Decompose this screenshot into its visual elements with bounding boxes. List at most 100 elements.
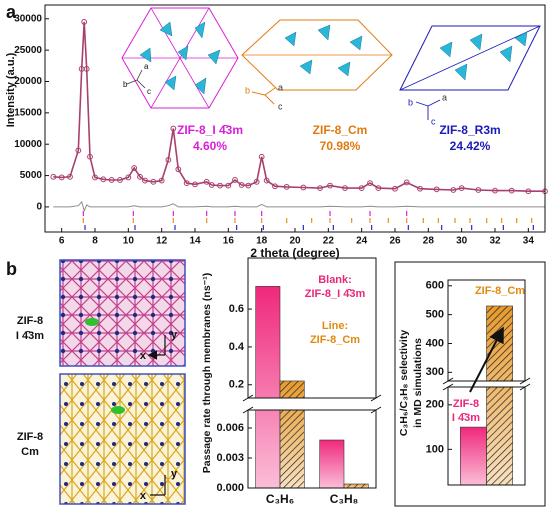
data-point (342, 185, 348, 192)
structure-monoclinic (241, 19, 393, 105)
annotation: ZIF-8_Cm (313, 123, 368, 137)
y-tick-label: 20000 (14, 76, 42, 87)
y-axis-label: Intensity (a.u.) (5, 52, 17, 127)
plot-frame (44, 4, 546, 233)
bar-hatch (344, 484, 369, 488)
x-tick-label: 10 (123, 236, 135, 247)
plot-frame (247, 409, 377, 489)
y-tick-label: 5000 (20, 170, 43, 181)
axis-label: b (408, 97, 413, 107)
axis-break-gap (446, 381, 527, 387)
bar (255, 286, 281, 489)
y-tick-label: 0 (36, 202, 42, 213)
data-point (192, 181, 198, 188)
data-point (58, 174, 65, 181)
data-point (183, 180, 190, 186)
x-axis-label: 2 theta (degree) (250, 246, 339, 260)
molecule (85, 318, 99, 326)
data-point (203, 178, 210, 185)
bar (319, 439, 345, 489)
panel-label: b (6, 259, 17, 279)
y-tick-label: 0.2 (229, 379, 244, 391)
x-tick-label: 26 (389, 236, 401, 247)
data-point (238, 182, 245, 188)
y-axis-label: in MD simulations (412, 338, 424, 428)
y-tick-label: 100 (426, 443, 444, 455)
data-point (525, 188, 532, 195)
axis-label: y (171, 468, 178, 480)
axis-label: a (278, 82, 283, 92)
data-point (150, 178, 157, 185)
membrane-label: ZIF-8 (17, 315, 43, 327)
x-tick-label: 22 (323, 236, 335, 247)
annotation: ZIF-8_I 4̄3m (177, 123, 243, 137)
data-point (131, 165, 138, 171)
data-point (272, 183, 278, 190)
data-point (142, 177, 148, 184)
data-point (75, 147, 82, 154)
data-point (317, 185, 323, 192)
data-point (300, 184, 307, 191)
annotation: Line: (322, 320, 348, 332)
data-point (508, 187, 515, 194)
annotation: Blank: (318, 274, 352, 286)
x-tick-label: 32 (489, 236, 501, 247)
x-tick-label: 18 (256, 236, 268, 247)
annotation: ZIF-8_Cm (475, 285, 525, 297)
data-point (433, 186, 440, 193)
data-point (67, 173, 73, 180)
panel-label: a (6, 2, 17, 22)
annotation: 24.42% (450, 139, 491, 153)
y-tick-label: 0.003 (216, 452, 244, 464)
y-tick-label: 15000 (14, 107, 42, 118)
x-tick-label: 20 (289, 236, 301, 247)
y-tick-label: 0.006 (216, 422, 244, 434)
data-point (450, 187, 457, 193)
data-point (175, 166, 182, 173)
structure-cubic (121, 7, 239, 109)
data-point (170, 125, 177, 132)
y-tick-label: 0.000 (216, 482, 244, 494)
data-point (158, 177, 165, 184)
y-tick-label: 200 (426, 399, 444, 411)
annotation: ZIF-8_I 4̄3m (305, 288, 366, 300)
axis-arrows (150, 475, 166, 496)
x-tick-label: 12 (156, 236, 168, 247)
x-tick-label: 16 (223, 236, 235, 247)
axis-break-gap (246, 398, 378, 410)
x-tick-label: 24 (356, 236, 368, 247)
x-tick-label: 28 (423, 236, 435, 247)
membrane-label: Cm (21, 446, 39, 458)
y-tick-label: 600 (426, 280, 444, 292)
data-point (117, 177, 123, 183)
data-point (225, 182, 232, 189)
data-point (367, 180, 373, 186)
data-point (165, 156, 172, 163)
data-point (417, 185, 423, 192)
axis-label: b (245, 85, 250, 95)
data-point (83, 66, 90, 72)
data-point (208, 182, 215, 188)
data-point (392, 185, 398, 192)
axis-label: a (144, 62, 149, 71)
axis-label: c (278, 101, 283, 111)
data-point (245, 182, 252, 189)
x-tick-label: 34 (523, 236, 535, 247)
data-point (50, 173, 57, 180)
data-point (492, 187, 498, 194)
y-tick-label: 0.6 (229, 303, 244, 315)
data-point (403, 179, 410, 186)
panel-box (394, 261, 546, 507)
x-tick-label: C₃H₈ (330, 492, 359, 506)
data-point (327, 182, 333, 189)
molecule (111, 406, 125, 414)
data-point (253, 178, 260, 185)
y-tick-label: 0.4 (229, 341, 245, 353)
y-tick-label: 500 (426, 309, 444, 321)
x-tick-label: 6 (59, 236, 65, 247)
bar-hatch (280, 380, 305, 488)
arrow (469, 326, 504, 393)
data-point (263, 177, 270, 184)
annotation: ZIF-8_R3m (439, 123, 500, 137)
